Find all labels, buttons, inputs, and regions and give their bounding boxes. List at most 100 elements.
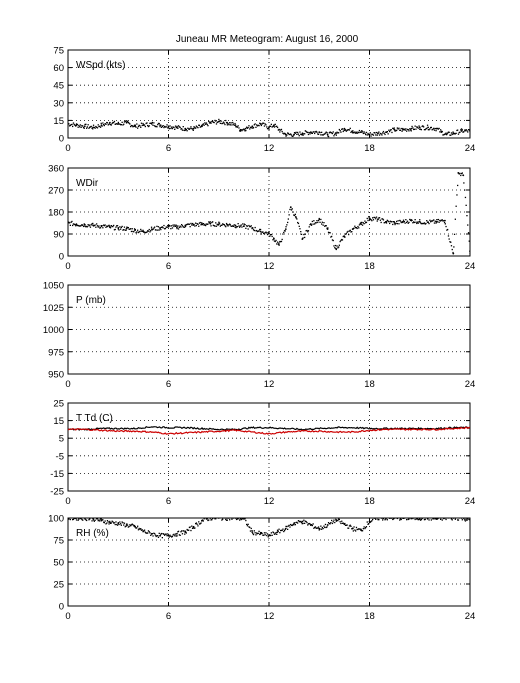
- data-dot: [378, 131, 380, 133]
- data-dot: [232, 518, 234, 519]
- data-dot: [86, 226, 88, 228]
- data-dot: [99, 518, 102, 520]
- data-dot: [267, 127, 269, 130]
- data-dot: [322, 134, 324, 136]
- data-dot: [449, 241, 451, 243]
- data-dot: [366, 217, 368, 220]
- data-point: [326, 524, 329, 526]
- data-dot: [431, 220, 433, 222]
- data-dot: [104, 520, 106, 522]
- data-dot: [399, 219, 401, 222]
- data-dot: [337, 247, 339, 249]
- data-dot: [184, 226, 186, 228]
- data-dot: [273, 126, 276, 128]
- data-dot: [84, 225, 86, 227]
- data-point: [100, 519, 103, 522]
- data-dot: [72, 223, 75, 225]
- data-dot: [76, 123, 78, 126]
- data-dot: [405, 516, 406, 517]
- data-dot: [179, 126, 181, 128]
- data-dot: [396, 127, 398, 129]
- data-point: [360, 131, 362, 134]
- data-dot: [184, 129, 186, 132]
- data-dot: [399, 518, 402, 520]
- data-dot: [187, 223, 189, 225]
- data-dot: [466, 130, 468, 132]
- data-dot: [369, 132, 371, 134]
- data-dot: [135, 527, 137, 529]
- data-dot: [315, 222, 317, 224]
- data-dot: [464, 189, 466, 191]
- data-dot: [131, 523, 133, 525]
- data-dot: [323, 222, 325, 224]
- data-dot: [109, 225, 111, 227]
- data-dot: [147, 532, 149, 534]
- data-dot: [76, 224, 78, 227]
- data-point: [167, 125, 170, 128]
- data-dot: [374, 132, 376, 134]
- data-dot: [187, 127, 189, 129]
- data-dot: [179, 534, 181, 536]
- data-dot: [118, 523, 120, 526]
- data-dot: [207, 519, 209, 522]
- data-point: [75, 124, 78, 126]
- data-dot: [443, 221, 446, 224]
- data-dot: [334, 521, 336, 524]
- data-point: [402, 518, 404, 519]
- data-point: [343, 235, 346, 238]
- data-dot: [105, 226, 107, 228]
- data-dot: [234, 122, 236, 125]
- y-tick-label: 5: [59, 434, 64, 445]
- data-dot: [188, 529, 190, 531]
- data-point: [293, 133, 295, 136]
- data-dot: [409, 518, 412, 519]
- data-dot: [456, 194, 458, 196]
- data-dot: [225, 226, 227, 228]
- data-dot: [171, 536, 173, 538]
- data-dot: [337, 520, 339, 522]
- data-dot: [262, 122, 264, 124]
- data-point: [184, 127, 187, 130]
- data-dot: [354, 529, 356, 531]
- data-dot: [361, 530, 364, 532]
- data-point: [310, 524, 312, 526]
- data-dot: [205, 518, 207, 519]
- data-dot: [172, 534, 174, 536]
- data-dot: [220, 224, 222, 226]
- data-dot: [82, 125, 84, 127]
- data-point: [318, 131, 321, 134]
- data-dot: [431, 129, 433, 131]
- data-dot: [379, 518, 381, 519]
- x-tick-label: 0: [65, 379, 70, 390]
- data-dot: [282, 528, 284, 530]
- data-dot: [252, 229, 255, 231]
- data-dot: [231, 518, 233, 520]
- data-dot: [345, 233, 347, 235]
- data-dot: [351, 130, 353, 132]
- data-dot: [181, 530, 183, 532]
- data-dot: [200, 224, 202, 226]
- data-dot: [134, 124, 136, 126]
- data-dot: [364, 220, 366, 222]
- data-dot: [288, 214, 290, 216]
- data-point: [326, 133, 329, 136]
- data-dot: [246, 126, 248, 128]
- data-dot: [128, 122, 130, 124]
- data-dot: [133, 525, 135, 527]
- data-dot: [350, 525, 352, 527]
- data-dot: [450, 134, 452, 136]
- data-dot: [303, 519, 305, 521]
- data-dot: [285, 525, 287, 528]
- data-dot: [449, 134, 451, 136]
- data-dot: [230, 122, 232, 124]
- data-point: [251, 125, 254, 128]
- data-dot: [239, 519, 241, 521]
- data-dot: [109, 124, 112, 126]
- data-dot: [280, 529, 282, 532]
- data-dot: [307, 231, 309, 233]
- plot-area: [68, 516, 470, 539]
- data-dot: [267, 232, 269, 234]
- data-dot: [423, 129, 426, 131]
